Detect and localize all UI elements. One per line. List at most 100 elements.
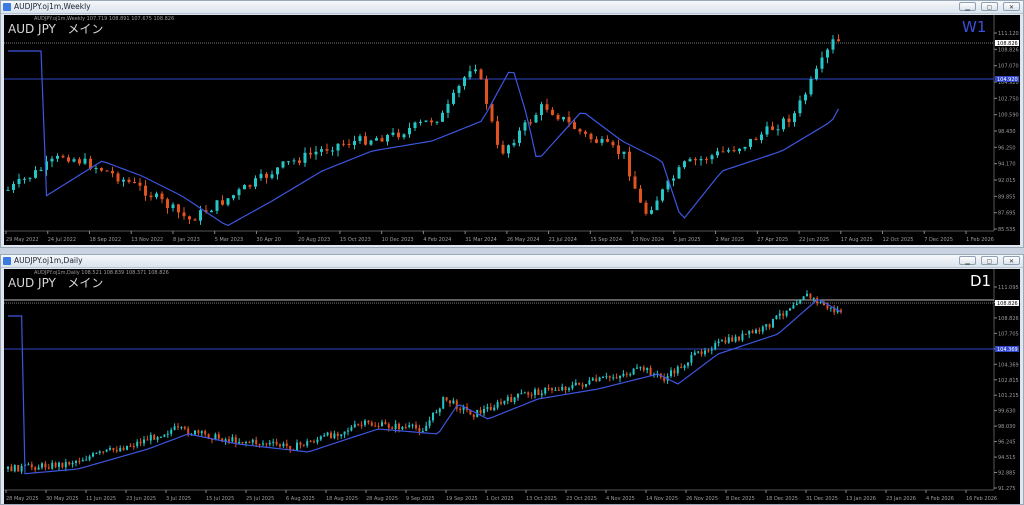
candle-body	[676, 366, 679, 374]
daily-chart-window[interactable]: AUDJPY.oj1m,Daily ▁ ▢ ✕ 111.095109.40010…	[0, 254, 1024, 505]
candle-body	[243, 185, 246, 190]
candle-body	[517, 393, 519, 398]
candle-body	[710, 155, 714, 160]
maximize-icon[interactable]: ▢	[981, 256, 998, 265]
candle-body	[793, 113, 796, 123]
candle-body	[435, 121, 439, 123]
candle-body	[819, 302, 822, 304]
maximize-icon[interactable]: ▢	[981, 2, 998, 11]
candle-body	[551, 388, 553, 391]
candle-body	[677, 167, 681, 179]
candle-body	[650, 210, 653, 214]
date-tick-label: 18 Sep 2022	[89, 237, 121, 243]
minimize-icon[interactable]: ▁	[959, 256, 976, 265]
candle-body	[81, 459, 84, 462]
price-tick-label: 94.515	[998, 455, 1016, 461]
candle-body	[622, 373, 625, 377]
candle-body	[67, 157, 70, 162]
candle-body	[404, 426, 407, 428]
candle-body	[139, 441, 142, 444]
candle-body	[518, 130, 521, 143]
candle-body	[109, 448, 111, 450]
date-tick-label: 15 Sep 2024	[590, 237, 622, 243]
candle-body	[331, 150, 334, 152]
candle-body	[629, 374, 632, 376]
candle-body	[527, 392, 530, 395]
candle-body	[340, 434, 343, 437]
date-tick-label: 1 Feb 2026	[966, 237, 994, 243]
candle-body	[270, 174, 274, 178]
candle-body	[644, 202, 648, 214]
candle-body	[386, 134, 389, 142]
price-tick-label: 100.590	[998, 113, 1019, 119]
candle-body	[564, 386, 567, 390]
date-tick-label: 30 May 2025	[46, 496, 79, 502]
candle-body	[156, 437, 159, 440]
candle-body	[823, 302, 825, 306]
candle-body	[831, 39, 835, 50]
weekly-chart-window[interactable]: AUDJPY.oj1m,Weekly ▁ ▢ ✕ 111.120 108.826 1…	[0, 0, 1024, 248]
candle-body	[809, 293, 812, 299]
daily-window-titlebar[interactable]: AUDJPY.oj1m,Daily ▁ ▢ ✕	[1, 255, 1023, 268]
candle-body	[765, 126, 769, 135]
candle-body	[721, 340, 723, 342]
candle-body	[455, 400, 458, 409]
candle-body	[146, 439, 149, 441]
date-tick-label: 18 Dec 2025	[766, 496, 798, 502]
candle-body	[672, 178, 675, 181]
candle-body	[452, 400, 455, 404]
candle-body	[600, 139, 604, 143]
price-tick-label: 99.630	[998, 409, 1016, 415]
daily-price-chart[interactable]: 111.095109.400108.826107.705106.145104.3…	[4, 269, 1020, 504]
candle-body	[693, 352, 696, 356]
candle-body	[287, 161, 290, 163]
weekly-window-titlebar[interactable]: AUDJPY.oj1m,Weekly ▁ ▢ ✕	[1, 1, 1023, 14]
candle-body	[799, 299, 802, 304]
candle-body	[155, 193, 158, 198]
weekly-price-chart[interactable]: 111.120 108.826 107.070 104.920 102.750 100.5…	[4, 15, 1020, 245]
candle-body	[721, 151, 725, 153]
candle-body	[41, 463, 43, 468]
candle-body	[105, 449, 108, 452]
candle-body	[520, 393, 523, 395]
candle-body	[670, 370, 672, 377]
candle-body	[303, 152, 307, 163]
candle-body	[78, 461, 81, 463]
candle-body	[809, 79, 813, 95]
candle-body	[486, 406, 489, 409]
candle-body	[419, 121, 422, 123]
candle-body	[506, 397, 509, 401]
date-tick-label: 6 Aug 2025	[286, 496, 315, 502]
price-tick-label: 111.120	[998, 31, 1019, 37]
close-icon[interactable]: ✕	[1003, 256, 1020, 265]
minimize-icon[interactable]: ▁	[959, 2, 976, 11]
candle-body	[374, 425, 377, 427]
candle-body	[432, 412, 434, 421]
candle-body	[622, 151, 626, 154]
candle-body	[255, 439, 258, 445]
price-tick-label: 98.430	[998, 129, 1016, 135]
close-icon[interactable]: ✕	[1003, 2, 1020, 11]
candle-body	[775, 315, 778, 319]
candle-body	[469, 409, 472, 415]
date-tick-label: 8 Jan 2023	[173, 237, 200, 243]
price-tick-label: 104.369	[998, 362, 1019, 368]
date-tick-label: 30 Apr 20	[256, 237, 281, 243]
candle-body	[88, 456, 91, 460]
candle-body	[350, 427, 353, 431]
candle-body	[54, 462, 57, 467]
candle-body	[226, 198, 230, 205]
candle-body	[265, 173, 268, 178]
date-tick-label: 23 Jan 2026	[886, 496, 916, 502]
candle-body	[343, 431, 346, 435]
candle-body	[683, 365, 686, 369]
candle-body	[523, 392, 526, 394]
candle-body	[367, 420, 370, 423]
price-tick-label: 89.855	[998, 194, 1016, 200]
candle-body	[17, 178, 21, 185]
candle-body	[122, 447, 125, 450]
candle-body	[428, 420, 431, 426]
date-tick-label: 2 Mar 2025	[716, 237, 745, 243]
candle-body	[89, 158, 92, 169]
price-tick-label: 91.275	[998, 486, 1016, 492]
